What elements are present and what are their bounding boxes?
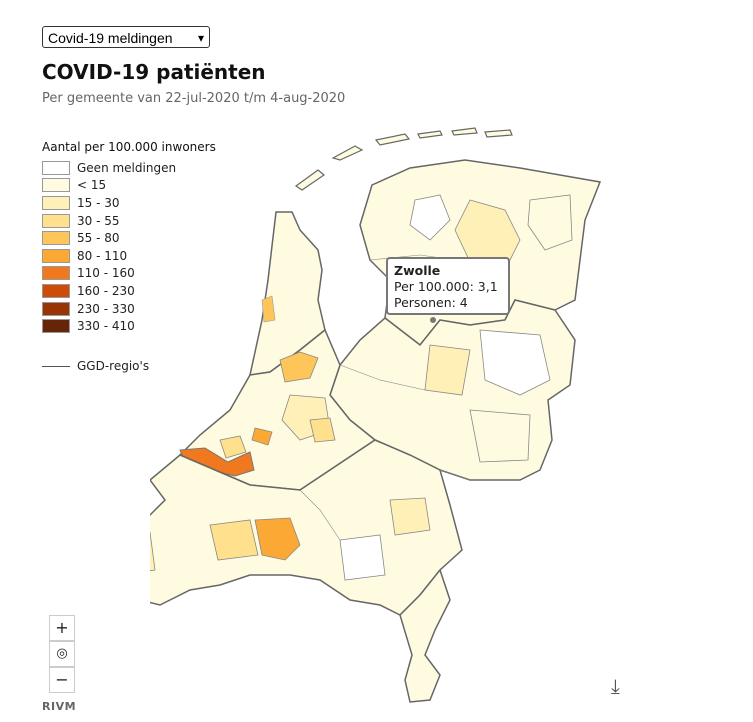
legend-item: 55 - 80	[42, 229, 176, 247]
wadden-island	[451, 127, 478, 136]
wadden-island	[294, 169, 325, 191]
wadden-island	[331, 145, 364, 161]
download-icon[interactable]: ⤓	[611, 674, 620, 698]
legend-swatch	[42, 301, 70, 316]
legend-item: < 15	[42, 177, 176, 195]
source-label: RIVM	[42, 700, 77, 713]
dataset-select-value: Covid-19 meldingen	[48, 30, 173, 46]
legend-item: 160 - 230	[42, 282, 176, 300]
tooltip-per100k: Per 100.000: 3,1	[394, 279, 498, 294]
legend-title: Aantal per 100.000 inwoners	[42, 140, 216, 154]
legend: Geen meldingen < 15 15 - 30 30 - 55 55 - 80 8…	[42, 159, 176, 335]
wadden-island	[484, 129, 513, 138]
legend-item: 230 - 330	[42, 300, 176, 318]
legend-ggd-boundary: GGD-regio's	[42, 359, 149, 373]
legend-item: 80 - 110	[42, 247, 176, 265]
netherlands-map[interactable]	[150, 125, 610, 710]
legend-swatch	[42, 231, 70, 246]
legend-label: < 15	[77, 178, 107, 193]
wadden-island	[374, 133, 411, 146]
legend-label: 55 - 80	[77, 231, 120, 246]
legend-swatch	[42, 283, 70, 298]
legend-item: Geen meldingen	[42, 159, 176, 177]
legend-swatch	[42, 178, 70, 193]
legend-item: 110 - 160	[42, 265, 176, 283]
legend-swatch	[42, 160, 70, 175]
legend-label: 160 - 230	[77, 283, 135, 298]
map-tooltip: Zwolle Per 100.000: 3,1 Personen: 4	[386, 257, 510, 315]
zwolle-location	[430, 317, 436, 323]
reset-view-button[interactable]: ◎	[49, 641, 75, 667]
legend-swatch	[42, 195, 70, 210]
zoom-in-button[interactable]: +	[49, 615, 75, 641]
legend-label: 110 - 160	[77, 266, 135, 281]
legend-item: 330 - 410	[42, 317, 176, 335]
wadden-island	[417, 130, 443, 139]
dataset-select[interactable]: Covid-19 meldingen ▾	[42, 26, 210, 48]
municipality-amsterdam-area	[279, 351, 319, 383]
legend-item: 30 - 55	[42, 212, 176, 230]
region-limburg	[399, 568, 451, 703]
municipality-hotspot	[261, 295, 276, 323]
legend-label: 30 - 55	[77, 213, 120, 228]
page-subtitle: Per gemeente van 22-jul-2020 t/m 4-aug-2…	[42, 91, 346, 106]
legend-swatch	[42, 319, 70, 334]
legend-swatch	[42, 266, 70, 281]
tooltip-persons: Personen: 4	[394, 295, 468, 310]
legend-label: 330 - 410	[77, 319, 135, 334]
legend-label: Geen meldingen	[77, 160, 177, 175]
legend-swatch	[42, 248, 70, 263]
zoom-out-button[interactable]: −	[49, 667, 75, 693]
legend-label: 230 - 330	[77, 301, 135, 316]
legend-item: 15 - 30	[42, 194, 176, 212]
legend-ggd-label: GGD-regio's	[77, 359, 150, 373]
page-title: COVID-19 patiënten	[42, 60, 266, 84]
municipality-hotspot-tilburg	[254, 517, 301, 561]
boundary-line-swatch	[42, 365, 70, 367]
legend-label: 80 - 110	[77, 248, 128, 263]
legend-swatch	[42, 213, 70, 228]
chevron-down-icon: ▾	[197, 31, 204, 45]
legend-label: 15 - 30	[77, 195, 120, 210]
tooltip-name: Zwolle	[394, 263, 441, 278]
